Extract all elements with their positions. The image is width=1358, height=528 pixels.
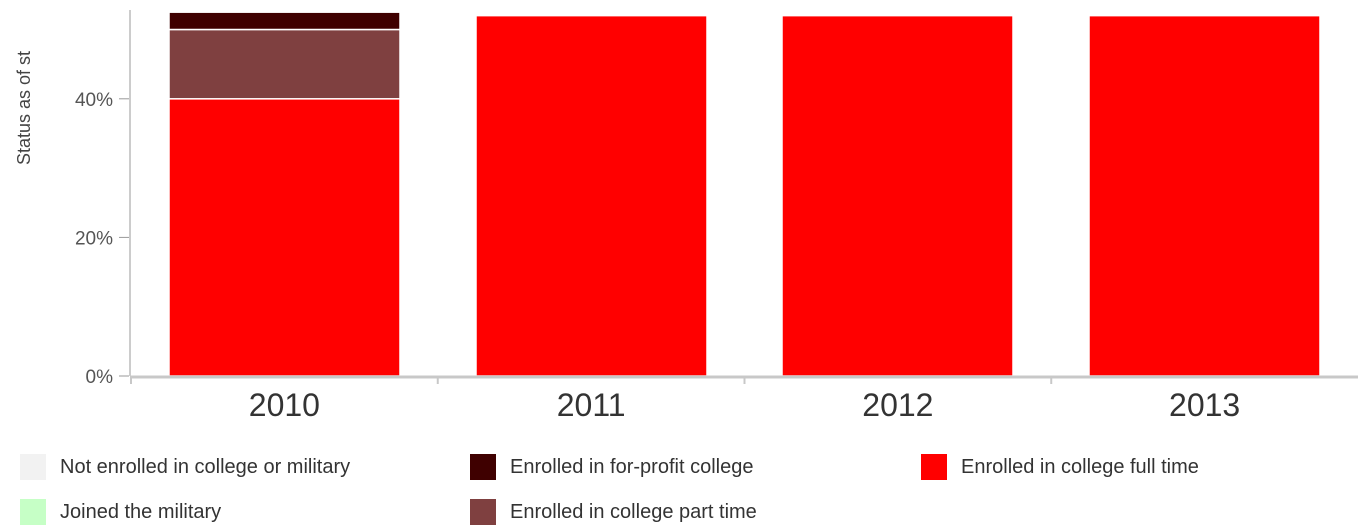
legend-item-military: Joined the military [20,498,221,526]
bar-2011-enrolled-in-college-full-time [475,14,708,377]
bar-2010-enrolled-in-college-part-time [168,28,401,100]
legend-item-not-enrolled: Not enrolled in college or military [20,453,350,481]
legend-swatch-full-time [921,454,947,480]
legend-label-military: Joined the military [60,500,222,523]
y-tick-label-0: 0% [86,367,114,388]
bars-layer [168,11,1321,377]
legend-swatch-part-time [470,499,496,525]
legend-item-part-time: Enrolled in college part time [470,498,757,526]
x-tick-label-2011: 2011 [557,387,626,423]
chart-svg: Status as of st 0%20%40% 2010 2011 2012 201… [14,10,1358,423]
x-axis-layer: 2010 2011 2012 2013 [130,375,1358,423]
legend: Not enrolled in college or military Enro… [0,440,1358,528]
legend-label-for-profit: Enrolled in for-profit college [510,455,754,478]
legend-label-part-time: Enrolled in college part time [510,500,757,523]
legend-item-full-time: Enrolled in college full time [921,453,1199,481]
x-tick-label-2012: 2012 [862,387,933,423]
legend-swatch-for-profit [470,454,496,480]
y-axis-label: Status as of st [14,51,34,165]
bar-2013-enrolled-in-college-full-time [1088,14,1321,377]
legend-swatch-military [20,499,46,525]
y-tick-label-2: 40% [75,90,113,111]
y-ticks-layer: 0% 20% 40% [75,10,131,388]
bar-2010-enrolled-in-for-profit-college [168,11,401,31]
bar-2010-enrolled-in-college-full-time [168,98,401,377]
y-tick-label-1: 20% [75,228,113,249]
legend-swatch-not-enrolled [20,454,46,480]
legend-label-full-time: Enrolled in college full time [961,455,1199,478]
x-tick-label-2013: 2013 [1169,387,1240,423]
x-tick-label-2010: 2010 [249,387,320,423]
bar-2012-enrolled-in-college-full-time [781,14,1014,377]
legend-label-not-enrolled: Not enrolled in college or military [60,455,351,478]
legend-item-for-profit: Enrolled in for-profit college [470,453,753,481]
